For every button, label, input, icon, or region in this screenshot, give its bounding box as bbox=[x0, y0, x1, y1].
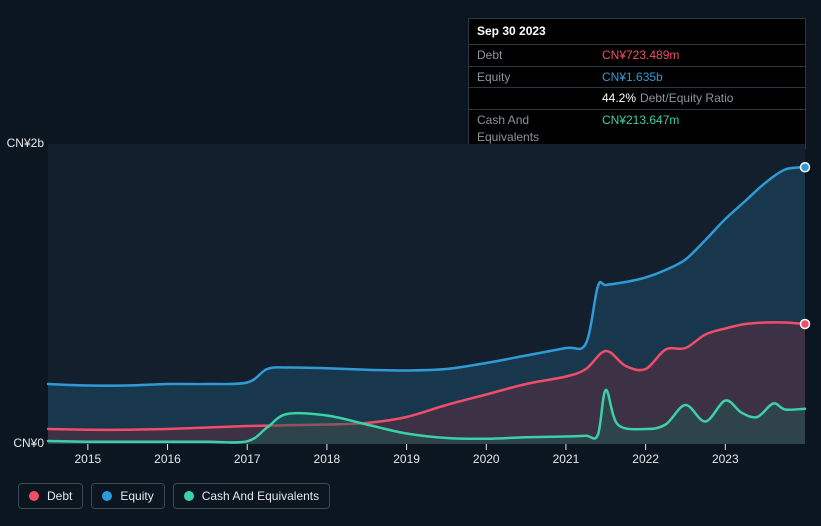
x-axis-label: 2017 bbox=[234, 452, 261, 466]
y-axis-label: CN¥0 bbox=[0, 436, 44, 450]
legend-swatch bbox=[184, 491, 194, 501]
x-axis-label: 2022 bbox=[632, 452, 659, 466]
legend-item-equity[interactable]: Equity bbox=[91, 483, 164, 509]
legend-item-debt[interactable]: Debt bbox=[18, 483, 83, 509]
legend-label: Cash And Equivalents bbox=[202, 489, 319, 503]
x-axis-label: 2018 bbox=[314, 452, 341, 466]
x-axis-label: 2015 bbox=[74, 452, 101, 466]
legend-item-cash[interactable]: Cash And Equivalents bbox=[173, 483, 330, 509]
legend-label: Equity bbox=[120, 489, 153, 503]
series-end-marker-equity bbox=[801, 163, 810, 172]
x-axis-label: 2020 bbox=[473, 452, 500, 466]
chart-legend: Debt Equity Cash And Equivalents bbox=[18, 483, 330, 509]
legend-swatch bbox=[29, 491, 39, 501]
x-axis-label: 2021 bbox=[553, 452, 580, 466]
x-axis-label: 2023 bbox=[712, 452, 739, 466]
series-end-marker-debt bbox=[801, 320, 810, 329]
legend-label: Debt bbox=[47, 489, 72, 503]
x-axis-label: 2016 bbox=[154, 452, 181, 466]
chart-svg bbox=[0, 0, 821, 526]
legend-swatch bbox=[102, 491, 112, 501]
y-axis-label: CN¥2b bbox=[0, 136, 44, 150]
x-axis-label: 2019 bbox=[393, 452, 420, 466]
